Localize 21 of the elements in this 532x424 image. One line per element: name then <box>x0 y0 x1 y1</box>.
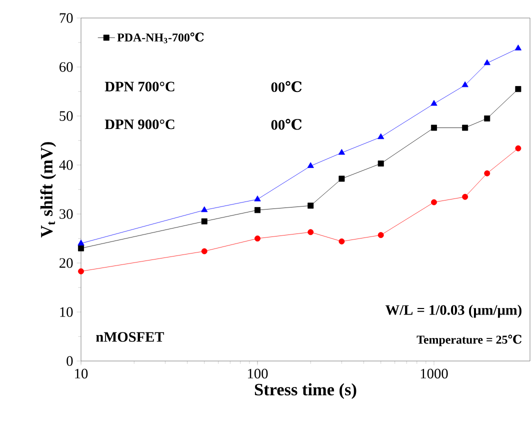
y-tick-label: 70 <box>60 13 73 23</box>
y-tick-label: 40 <box>59 160 73 170</box>
y-tick-label: 0 <box>66 356 73 366</box>
x-axis-title: Stress time (s) <box>254 383 356 399</box>
annotation: W/L = 1/0.03 (μm/μm) <box>385 304 522 318</box>
y-axis-title: V$_{t}$ shift (mV) <box>40 142 56 238</box>
y-tick-label: 60 <box>60 62 73 72</box>
annotation: 00℃ <box>271 81 302 92</box>
x-tick-label: 100 <box>248 368 268 378</box>
annotation: nMOSFET <box>96 332 164 342</box>
annotation: Temperature = 25℃ <box>416 334 522 346</box>
annotation: DPN 700°C <box>104 82 174 92</box>
y-tick-label: 50 <box>60 111 73 121</box>
y-tick-label: 10 <box>60 307 73 317</box>
annotation: 00℃ <box>271 118 302 130</box>
annotation: DPN 900°C <box>104 119 174 130</box>
legend-label: PDA-NH$_{3}$-700℃ <box>117 32 204 44</box>
y-tick-label: 30 <box>60 209 73 219</box>
x-tick-label: 1000 <box>420 368 448 378</box>
y-tick-label: 20 <box>60 258 73 268</box>
x-tick-label: 10 <box>75 368 88 378</box>
